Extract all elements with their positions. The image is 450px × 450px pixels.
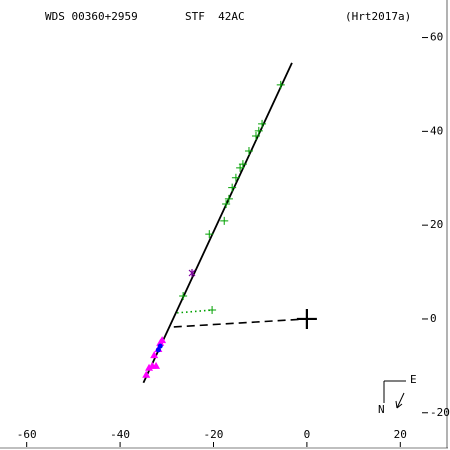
y-tick-label: 0: [430, 312, 437, 325]
point: [142, 370, 151, 378]
compass-east: E: [410, 373, 417, 386]
point: [238, 160, 247, 169]
y-tick-label: 20: [430, 218, 443, 231]
compass-north: N: [378, 403, 385, 416]
point: [224, 194, 233, 203]
point: [220, 216, 229, 225]
point: [244, 147, 253, 156]
point: [157, 343, 163, 349]
point: [296, 308, 317, 329]
y-tick-label: -20: [430, 406, 450, 419]
reference: (Hrt2017a): [345, 10, 411, 23]
point: [228, 183, 237, 192]
compass: E N: [378, 373, 417, 416]
orbit-line: [173, 318, 307, 328]
y-tick-label: 40: [430, 124, 443, 137]
point: [254, 126, 263, 135]
point: [158, 336, 167, 344]
point: [150, 351, 159, 359]
point: [251, 132, 260, 141]
chart-subtitle: STF 42AC: [185, 10, 245, 23]
compass-arrow-head: [395, 400, 398, 409]
point: [276, 80, 285, 89]
point: [179, 291, 188, 300]
point: [145, 363, 154, 371]
point: [222, 200, 231, 209]
point: [208, 306, 217, 315]
point: [188, 268, 196, 277]
x-tick-label: -60: [17, 428, 37, 441]
x-tick-label: -20: [204, 428, 224, 441]
point: [152, 361, 161, 369]
orbit-line: [142, 62, 293, 384]
compass-arrow: [396, 392, 405, 409]
y-tick-label: 60: [430, 31, 443, 44]
point: [155, 347, 161, 353]
point: [231, 173, 240, 182]
point: [258, 119, 267, 128]
orbit-line: [176, 309, 213, 314]
point: [205, 230, 214, 239]
chart-title: WDS 00360+2959: [45, 10, 138, 23]
x-tick-label: -40: [110, 428, 130, 441]
x-tick-label: 20: [394, 428, 407, 441]
compass-arrow-head: [396, 403, 403, 409]
x-tick-label: 0: [304, 428, 311, 441]
